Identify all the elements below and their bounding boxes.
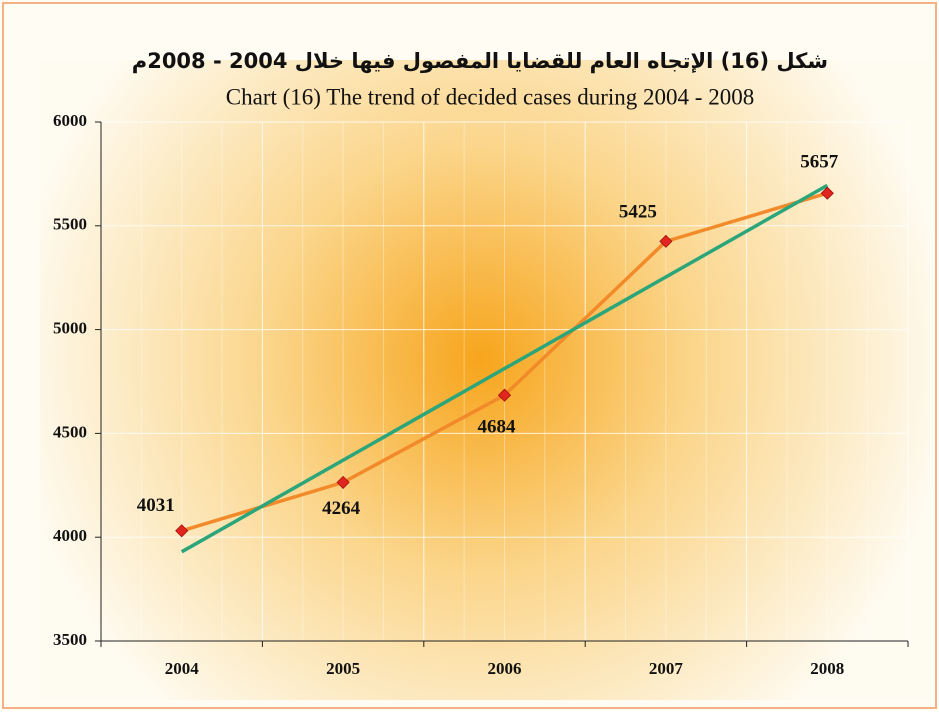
y-tick-label: 5500 <box>53 215 87 234</box>
trend-line <box>180 183 829 554</box>
data-label: 5425 <box>619 202 657 223</box>
data-label: 4031 <box>137 495 175 516</box>
chart-title: Chart (16) The trend of decided cases du… <box>226 84 754 109</box>
marker <box>659 234 673 248</box>
marker <box>820 186 834 200</box>
title-arabic: شكل (16) الإتجاه العام للقضايا المفصول ف… <box>132 49 828 73</box>
x-tick-label: 2008 <box>810 659 844 678</box>
marker <box>497 388 512 402</box>
y-tick-label: 3500 <box>53 630 87 649</box>
marker <box>175 524 189 538</box>
y-tick-label: 5000 <box>53 319 87 338</box>
y-tick-label: 6000 <box>53 111 87 130</box>
x-tick-label: 2004 <box>165 659 200 678</box>
data-label: 4264 <box>322 498 361 519</box>
x-tick-label: 2007 <box>649 659 684 678</box>
x-tick-label: 2005 <box>326 659 360 678</box>
y-tick-label: 4000 <box>53 526 87 545</box>
data-label: 4684 <box>478 417 517 438</box>
marker <box>336 475 350 489</box>
data-label: 5657 <box>800 152 839 173</box>
y-tick-label: 4500 <box>53 422 87 441</box>
x-tick-label: 2006 <box>488 659 522 678</box>
